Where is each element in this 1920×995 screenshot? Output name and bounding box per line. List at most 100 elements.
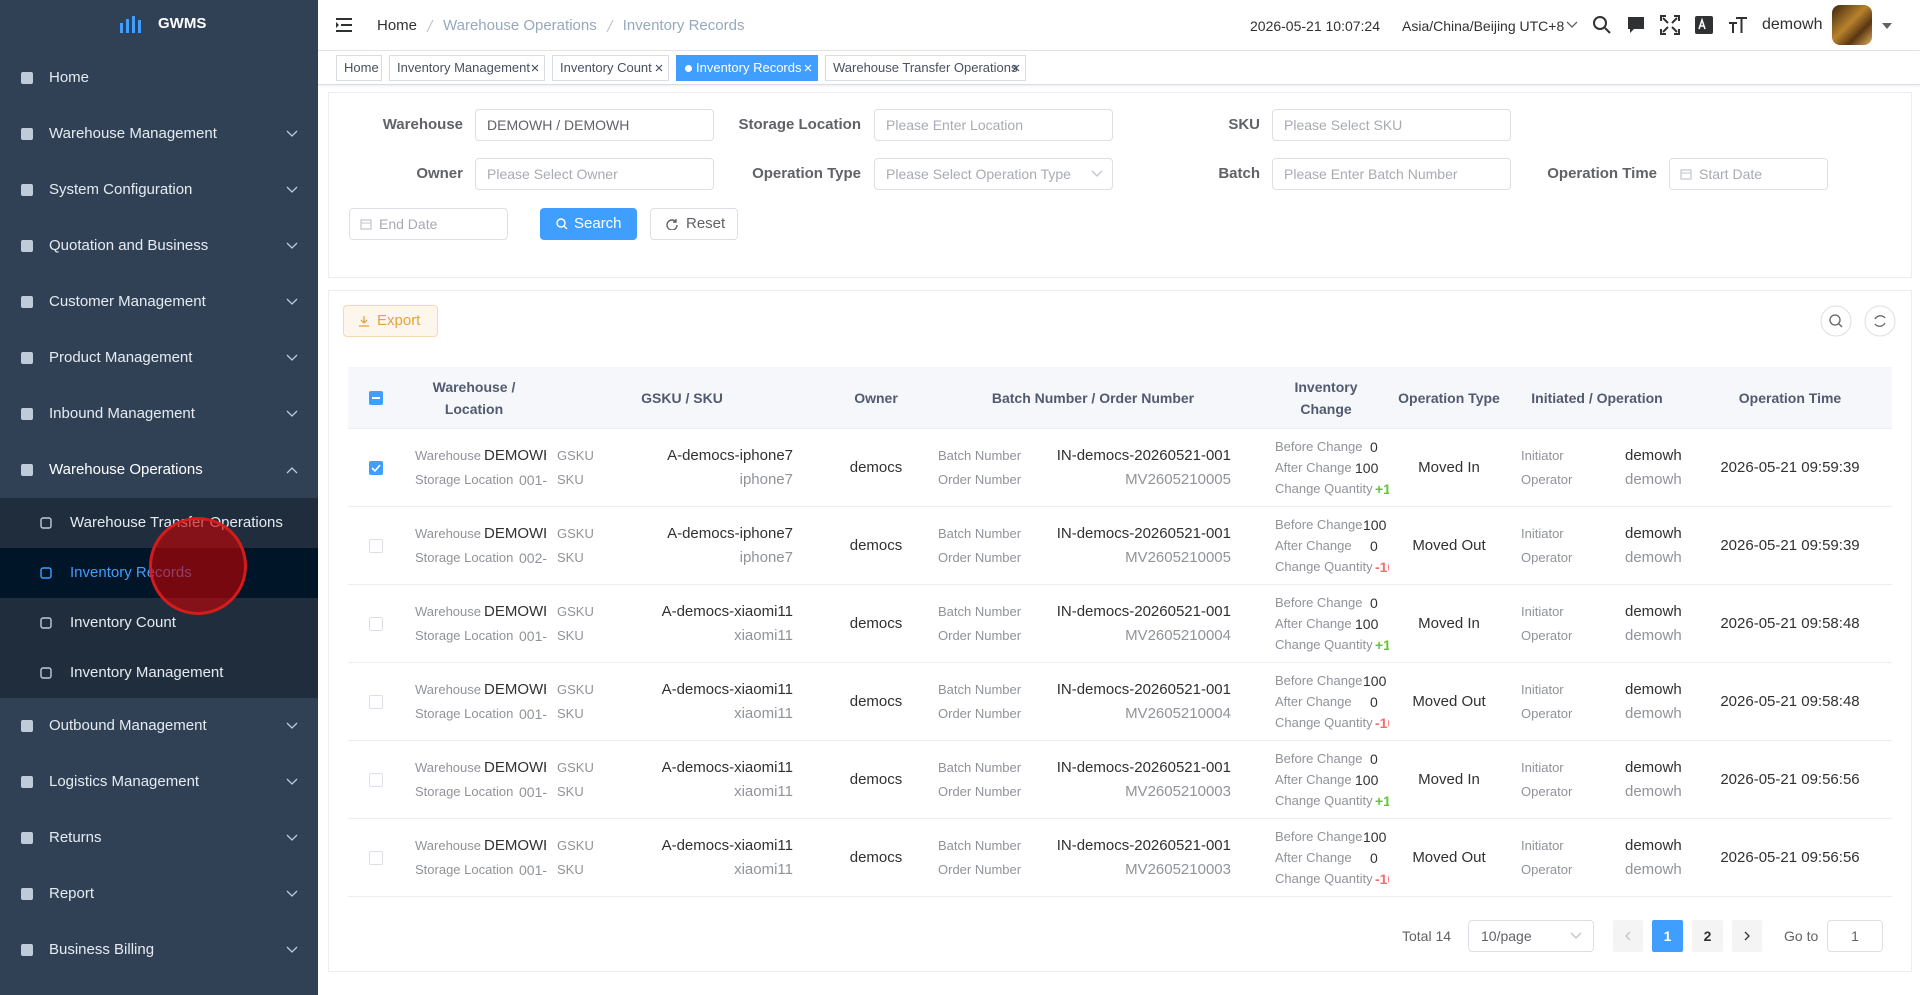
avatar[interactable] xyxy=(1832,5,1872,45)
column-header: Operation Time xyxy=(1738,390,1842,406)
filter-input[interactable] xyxy=(475,158,714,190)
tab[interactable] xyxy=(552,55,669,81)
next-icon xyxy=(1744,931,1750,941)
sub-label: Storage Location xyxy=(415,550,514,565)
menu-label: Warehouse Operations xyxy=(49,461,203,478)
sub-label: GSKU xyxy=(557,838,594,853)
operator: demowh xyxy=(1625,783,1682,800)
batch-number: IN-democs-20260521-001 xyxy=(1056,759,1231,776)
tab-close[interactable] xyxy=(1012,64,1020,72)
table-row xyxy=(348,507,1892,585)
gsku: A-democs-xiaomi11 xyxy=(661,837,793,854)
next-page[interactable] xyxy=(1732,920,1762,952)
tab[interactable] xyxy=(825,55,1026,81)
filter-input-text: Please Select Owner xyxy=(487,166,618,182)
change-quantity: +100 xyxy=(1375,481,1389,497)
location: 001- xyxy=(519,862,547,878)
sub-label: Initiator xyxy=(1521,604,1564,619)
search-label[interactable]: Search xyxy=(574,215,622,232)
fullscreen-icon[interactable] xyxy=(1660,15,1680,35)
warehouse: DEMOWH xyxy=(484,837,546,854)
operation-time: 2026-05-21 09:58:48 xyxy=(1720,615,1860,632)
user-name[interactable]: demowh xyxy=(1762,16,1823,33)
tab-close[interactable] xyxy=(804,64,812,72)
filter-input[interactable] xyxy=(874,109,1113,141)
change-quantity: +100 xyxy=(1375,793,1389,809)
sub-label: After Change xyxy=(1275,772,1352,787)
goto-input[interactable] xyxy=(1827,920,1883,952)
menu-icon xyxy=(21,72,33,84)
table-row xyxy=(348,819,1892,897)
menu-icon xyxy=(21,352,33,364)
operation-time: 2026-05-21 09:59:39 xyxy=(1720,537,1860,554)
hamburger[interactable] xyxy=(336,18,352,32)
breadcrumb[interactable]: Home xyxy=(377,17,418,34)
submenu-label: Inventory Count xyxy=(70,614,176,631)
page-button[interactable] xyxy=(1652,920,1683,952)
tab[interactable] xyxy=(389,55,545,81)
sub-label: Warehouse xyxy=(415,760,481,775)
message-icon[interactable] xyxy=(1626,15,1646,35)
order-number: MV2605210003 xyxy=(1125,783,1231,800)
font-size-icon[interactable] xyxy=(1728,15,1748,35)
chevron xyxy=(286,354,298,361)
search-icon[interactable] xyxy=(1592,15,1612,35)
filter-input[interactable] xyxy=(1272,158,1511,190)
filter-label: Owner xyxy=(416,165,463,182)
order-number: MV2605210005 xyxy=(1125,549,1231,566)
row-checkbox[interactable] xyxy=(369,851,383,865)
goto-value: 1 xyxy=(1851,928,1859,944)
location: 001- xyxy=(519,706,547,722)
menu-item[interactable] xyxy=(0,50,318,106)
sub-label: Warehouse xyxy=(415,526,481,541)
reset-label[interactable]: Reset xyxy=(686,215,726,232)
breadcrumb: Inventory Records xyxy=(622,17,745,34)
row-checkbox[interactable] xyxy=(369,617,383,631)
operator: demowh xyxy=(1625,549,1682,566)
filter-input[interactable] xyxy=(349,208,508,240)
row-checkbox[interactable] xyxy=(369,539,383,553)
batch-number: IN-democs-20260521-001 xyxy=(1056,681,1231,698)
menu-label: Report xyxy=(49,885,95,902)
search-button[interactable] xyxy=(540,208,637,240)
column-header: Operation Type xyxy=(1398,390,1500,406)
menu-item[interactable] xyxy=(0,866,318,922)
tab-close[interactable] xyxy=(655,64,663,72)
row-checkbox[interactable] xyxy=(369,461,383,475)
page-size[interactable] xyxy=(1468,920,1594,952)
filter-input[interactable] xyxy=(874,158,1113,190)
menu-item[interactable] xyxy=(0,922,318,978)
tab[interactable] xyxy=(336,55,382,81)
sub-label: Initiator xyxy=(1521,448,1564,463)
export-button[interactable] xyxy=(343,305,438,337)
menu-item[interactable] xyxy=(0,810,318,866)
row-checkbox[interactable] xyxy=(369,695,383,709)
table-row xyxy=(348,663,1892,741)
translate-icon[interactable] xyxy=(1694,15,1714,35)
sub-label: GSKU xyxy=(557,448,594,463)
tab[interactable] xyxy=(676,55,818,81)
after-change: 0 xyxy=(1370,694,1378,710)
reset-button[interactable] xyxy=(650,208,738,240)
table-search[interactable] xyxy=(1820,305,1852,337)
menu-icon xyxy=(21,240,33,252)
sub-label: Operator xyxy=(1521,550,1573,565)
owner: democs xyxy=(849,849,903,866)
table-refresh[interactable] xyxy=(1864,305,1896,337)
prev-page[interactable] xyxy=(1613,920,1643,952)
page-button[interactable] xyxy=(1692,920,1723,952)
menu-icon xyxy=(21,128,33,140)
row-checkbox[interactable] xyxy=(369,773,383,787)
filter-input[interactable] xyxy=(475,109,714,141)
menu-icon xyxy=(21,720,33,732)
after-change: 100 xyxy=(1355,772,1379,788)
tab-close[interactable] xyxy=(531,64,539,72)
sub-label: Order Number xyxy=(938,784,1022,799)
timezone[interactable]: Asia/China/Beijing UTC+8 xyxy=(1402,18,1565,34)
filter-input[interactable] xyxy=(1669,158,1828,190)
sub-label: Before Change xyxy=(1275,751,1363,766)
warehouse: DEMOWH xyxy=(484,759,546,776)
operation-type: Moved Out xyxy=(1412,693,1486,710)
filter-input[interactable] xyxy=(1272,109,1511,141)
sku: xiaomi11 xyxy=(734,705,793,722)
